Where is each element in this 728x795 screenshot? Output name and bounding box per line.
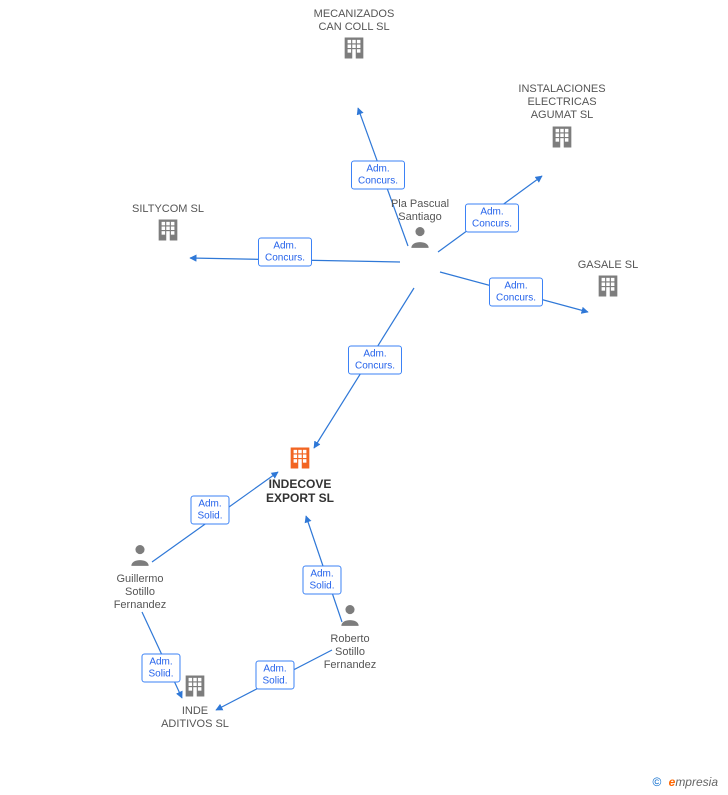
copyright-symbol: © bbox=[652, 775, 661, 789]
node-label: Roberto Sotillo Fernandez bbox=[295, 633, 405, 673]
node-label: INDE ADITIVOS SL bbox=[140, 705, 250, 731]
building-icon-holder bbox=[553, 272, 663, 305]
building-icon-holder bbox=[245, 444, 355, 477]
node-label: MECANIZADOS CAN COLL SL bbox=[299, 8, 409, 34]
edge-label: Adm. Solid. bbox=[190, 496, 229, 525]
building-icon-holder bbox=[299, 34, 409, 67]
building-icon-holder bbox=[507, 123, 617, 156]
edge-label: Adm. Concurs. bbox=[489, 278, 543, 307]
building-icon bbox=[154, 216, 182, 244]
person-icon-holder bbox=[365, 224, 475, 255]
person-icon bbox=[407, 224, 433, 250]
building-icon-holder bbox=[113, 216, 223, 249]
node-guillermo[interactable]: Guillermo Sotillo Fernandez bbox=[85, 542, 195, 613]
person-icon-holder bbox=[85, 542, 195, 573]
edge-label: Adm. Solid. bbox=[255, 661, 294, 690]
edge-label: Adm. Solid. bbox=[141, 654, 180, 683]
person-icon-holder bbox=[295, 602, 405, 633]
node-mecanizados[interactable]: MECANIZADOS CAN COLL SL bbox=[299, 8, 409, 67]
diagram-canvas: MECANIZADOS CAN COLL SL INSTALACIONES EL… bbox=[0, 0, 728, 795]
footer: © empresia bbox=[652, 775, 718, 789]
brand-rest: mpresia bbox=[675, 775, 718, 789]
node-indecove[interactable]: INDECOVE EXPORT SL bbox=[245, 444, 355, 506]
edge-label: Adm. Solid. bbox=[302, 566, 341, 595]
edge-label: Adm. Concurs. bbox=[348, 346, 402, 375]
edge-label: Adm. Concurs. bbox=[258, 238, 312, 267]
edge-label: Adm. Concurs. bbox=[351, 161, 405, 190]
edge-label: Adm. Concurs. bbox=[465, 204, 519, 233]
node-label: Pla Pascual Santiago bbox=[365, 198, 475, 224]
node-label: GASALE SL bbox=[553, 259, 663, 272]
person-icon bbox=[127, 542, 153, 568]
building-icon bbox=[286, 444, 314, 472]
edge-layer bbox=[0, 0, 728, 795]
node-instalaciones[interactable]: INSTALACIONES ELECTRICAS AGUMAT SL bbox=[507, 83, 617, 156]
person-icon bbox=[337, 602, 363, 628]
node-label: Guillermo Sotillo Fernandez bbox=[85, 573, 195, 613]
building-icon bbox=[548, 123, 576, 151]
building-icon bbox=[340, 34, 368, 62]
node-roberto[interactable]: Roberto Sotillo Fernandez bbox=[295, 602, 405, 673]
node-siltycom[interactable]: SILTYCOM SL bbox=[113, 203, 223, 249]
node-gasale[interactable]: GASALE SL bbox=[553, 259, 663, 305]
node-label: INDECOVE EXPORT SL bbox=[245, 477, 355, 506]
node-label: INSTALACIONES ELECTRICAS AGUMAT SL bbox=[507, 83, 617, 123]
building-icon bbox=[181, 672, 209, 700]
node-label: SILTYCOM SL bbox=[113, 203, 223, 216]
building-icon bbox=[594, 272, 622, 300]
node-pla[interactable]: Pla Pascual Santiago bbox=[365, 198, 475, 255]
